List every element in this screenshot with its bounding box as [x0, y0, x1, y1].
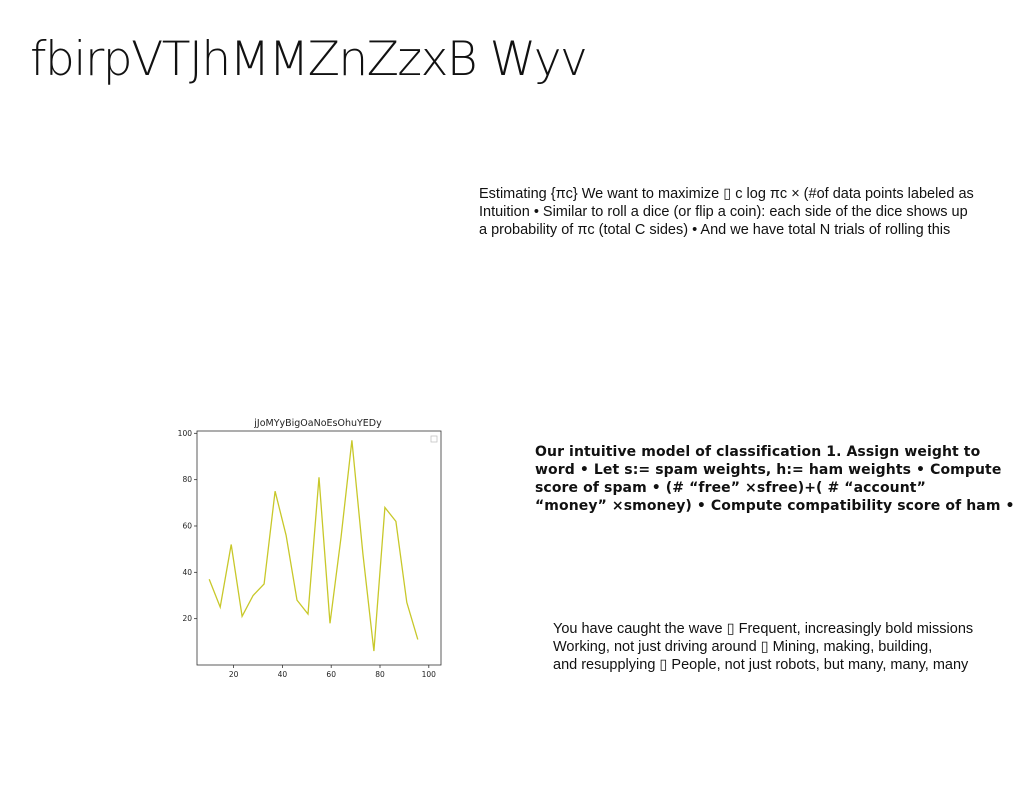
classification-line: word • Let s:= spam weights, h:= ham wei… [535, 462, 1002, 478]
series-line [208, 440, 419, 652]
y-tick-label: 100 [178, 429, 193, 438]
y-tick-label: 60 [182, 521, 192, 530]
x-tick-label: 80 [375, 670, 385, 679]
estimating-text-block: Estimating {πc} We want to maximize ▯ c … [479, 185, 1024, 239]
estimating-line: Estimating {πc} We want to maximize ▯ c … [479, 186, 974, 202]
plot-frame [196, 430, 442, 666]
estimating-line: Intuition • Similar to roll a dice (or f… [479, 204, 968, 220]
wave-line: You have caught the wave ▯ Frequent, inc… [553, 621, 974, 637]
y-tick-label: 20 [182, 614, 192, 623]
wave-line: and resupplying ▯ People, not just robot… [553, 657, 969, 673]
y-tick-label: 80 [182, 475, 192, 484]
classification-line: Our intuitive model of classification 1.… [535, 444, 981, 460]
x-tick-label: 40 [278, 670, 288, 679]
line-chart: jJoMYyBigOaNoEsOhuYEDy 20 40 60 80 100 20 40 60… [160, 410, 460, 690]
x-tick-label: 20 [229, 670, 239, 679]
wave-line: Working, not just driving around ▯ Minin… [553, 639, 933, 655]
classification-line: score of spam • (# “free” ×sfree)+( # “a… [535, 480, 926, 496]
classification-text-block: Our intuitive model of classification 1.… [535, 443, 1024, 515]
x-tick-label: 60 [326, 670, 336, 679]
legend-box [430, 435, 438, 443]
line-chart-svg: jJoMYyBigOaNoEsOhuYEDy 20 40 60 80 100 20 40 60… [178, 418, 442, 679]
slide-title: fbirpVTJhMMZnZzxB Wyv [30, 32, 588, 87]
x-tick-label: 100 [422, 670, 437, 679]
chart-title: jJoMYyBigOaNoEsOhuYEDy [253, 418, 382, 429]
y-tick-label: 40 [182, 568, 192, 577]
estimating-line: a probability of πc (total C sides) • An… [479, 222, 951, 238]
classification-line: “money” ×smoney) • Compute compatibility… [535, 498, 1015, 514]
wave-text-block: You have caught the wave ▯ Frequent, inc… [553, 620, 1024, 674]
